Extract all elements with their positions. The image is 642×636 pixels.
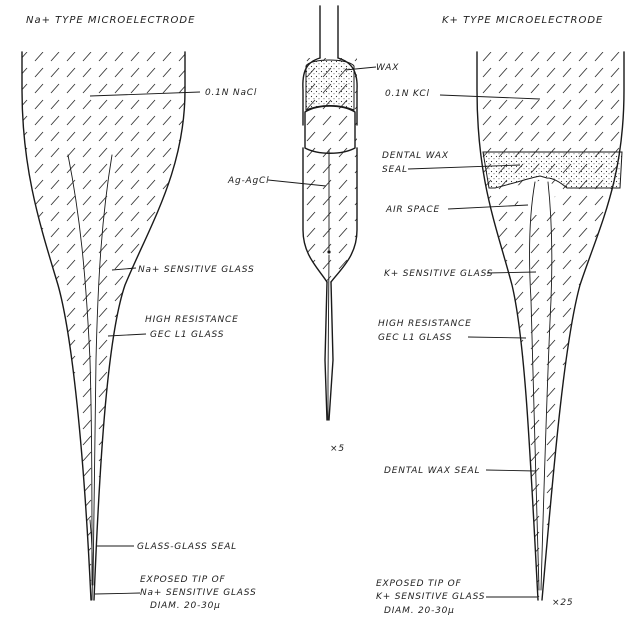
center-wax-plug [305, 59, 355, 111]
k-solution-leader [439, 94, 541, 100]
na-title: Na+ TYPE MICROELECTRODE [26, 15, 195, 26]
center-air-bubble [304, 105, 356, 154]
center-agcl-label: Ag-AgCl [227, 176, 269, 186]
k-tip-line1: EXPOSED TIP OF [376, 579, 461, 589]
k-sensitive-glass-label: K+ SENSITIVE GLASS [384, 269, 493, 279]
na-sensitive-glass-inner-2 [92, 154, 113, 586]
k-solution-label: 0.1N KCl [385, 89, 430, 99]
na-tip-line2: Na+ SENSITIVE GLASS [140, 588, 256, 598]
k-sensitive-glass-right [540, 181, 553, 591]
k-tip-line3: DIAM. 20-30μ [384, 606, 455, 616]
center-scale-label: ×5 [330, 444, 345, 454]
k-title: K+ TYPE MICROELECTRODE [442, 15, 603, 26]
center-wire-end [327, 250, 331, 254]
center-taper-outline [324, 281, 334, 421]
center-wax-leader [344, 66, 377, 71]
na-electrode: Na+ TYPE MICROELECTRODE 0.1N NaCl Na+ SE… [21, 15, 257, 611]
k-air-space [500, 180, 560, 215]
na-gec-glass-label: GEC L1 GLASS [150, 330, 224, 340]
k-dental-wax-label-1: DENTAL WAX [382, 151, 449, 161]
na-high-resistance-label: HIGH RESISTANCE [145, 315, 239, 325]
k-electrode: K+ TYPE MICROELECTRODE 0.1N KCl DENTAL W… [376, 15, 625, 616]
k-dental-wax-label-2: SEAL [382, 165, 408, 175]
k-sensitive-glass-leader [486, 271, 537, 274]
k-outer-outline [476, 51, 625, 601]
na-seal-label: GLASS-GLASS SEAL [137, 542, 237, 552]
k-dental-wax-leader [407, 164, 521, 170]
center-body-outline [302, 147, 358, 283]
k-tip-line2: K+ SENSITIVE GLASS [376, 592, 485, 602]
k-hatching [477, 52, 624, 600]
na-gec-leader [107, 333, 147, 337]
na-seal-bulge [89, 519, 93, 601]
k-gec-glass-label: GEC L1 GLASS [378, 333, 452, 343]
k-sensitive-glass-left [529, 181, 540, 591]
na-sensitive-glass-label: Na+ SENSITIVE GLASS [138, 265, 254, 275]
k-gec-leader [467, 336, 527, 339]
na-solution-leader [89, 91, 201, 97]
na-tip-line3: DIAM. 20-30μ [150, 601, 221, 611]
k-air-space-leader [447, 204, 529, 210]
na-sensitive-glass-leader [111, 267, 137, 271]
na-outer-outline [21, 51, 186, 601]
k-scale-label: ×25 [552, 598, 573, 608]
k-air-space-label: AIR SPACE [385, 205, 440, 215]
center-wax-label: WAX [376, 63, 399, 73]
center-electrode: WAX Ag-AgCl ×5 [227, 5, 399, 454]
na-sensitive-glass-inner [67, 154, 93, 586]
center-inner-capillary [327, 254, 330, 421]
center-agcl-leader [267, 179, 327, 187]
k-dental-wax-band [482, 151, 623, 189]
na-tip-line1: EXPOSED TIP OF [140, 575, 225, 585]
na-hatching [22, 52, 185, 600]
k-wax-seal-leader [485, 469, 537, 472]
k-high-resistance-label: HIGH RESISTANCE [378, 319, 472, 329]
k-wax-seal-label: DENTAL WAX SEAL [384, 466, 480, 476]
center-upper-bulb [302, 57, 358, 126]
na-tip-leader [94, 592, 141, 595]
na-solution-label: 0.1N NaCl [205, 88, 257, 98]
